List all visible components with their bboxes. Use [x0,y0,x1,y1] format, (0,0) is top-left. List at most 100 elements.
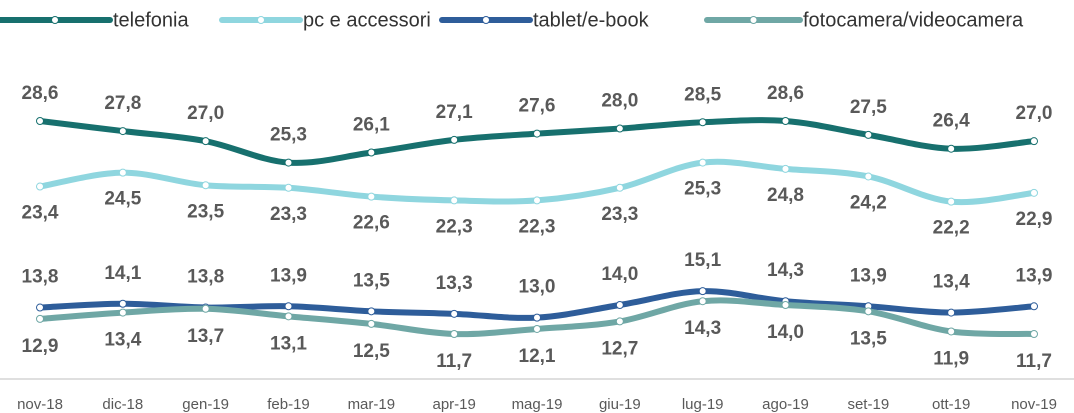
data-label: 14,3 [684,318,721,339]
legend-marker [482,16,490,24]
data-point [450,135,459,144]
data-point [1030,302,1038,311]
x-tick-label: set-19 [847,396,889,413]
data-label: 13,9 [1016,265,1053,286]
data-label: 28,0 [601,91,638,112]
data-label: 26,4 [933,111,970,132]
data-point [450,330,459,338]
data-point [781,301,790,310]
x-tick-label: giu-19 [599,396,641,413]
data-label: 13,4 [933,272,970,293]
data-point [450,309,459,318]
data-point [367,148,376,157]
legend-marker [749,16,758,24]
legend-marker [257,16,265,24]
series-line [37,117,1037,166]
data-label: 14,1 [104,263,141,284]
data-label: 27,6 [519,96,556,117]
data-label: 24,5 [104,189,141,210]
data-point [864,130,873,139]
x-tick-label: ott-19 [932,396,970,413]
data-point [698,287,707,296]
data-label: 28,6 [767,83,804,104]
data-point [615,183,624,192]
data-label: 13,9 [270,265,307,286]
data-point [533,129,541,138]
data-point [947,308,956,317]
data-label: 12,5 [353,341,390,362]
data-point [615,124,624,133]
x-tick-label: feb-19 [267,396,310,413]
data-point [698,118,707,127]
data-point [947,144,956,153]
data-label: 12,9 [22,336,59,357]
data-point [367,319,376,328]
data-point [367,307,376,316]
x-tick-label: lug-19 [682,396,724,413]
data-point [284,158,293,167]
data-point [864,307,873,316]
data-label: 23,3 [601,204,638,225]
data-label: 28,6 [22,83,59,104]
data-label: 13,8 [22,267,59,288]
data-point [698,297,707,306]
data-label: 22,9 [1016,209,1053,230]
data-label: 27,0 [1016,103,1053,124]
data-point [36,182,44,191]
data-label: 26,1 [353,115,390,136]
legend-label: pc e accessori [303,9,431,31]
x-tick-label: apr-19 [432,396,475,413]
data-label: 12,7 [601,338,638,359]
data-label: 13,5 [850,328,887,349]
data-label: 13,9 [850,265,887,286]
data-point [118,308,127,317]
data-point [1030,188,1038,197]
data-point [118,168,127,177]
data-point [284,312,293,321]
data-label: 15,1 [684,250,721,271]
x-tick-label: dic-18 [102,396,143,413]
data-label: 13,5 [353,270,390,291]
x-tick-label: nov-18 [17,396,63,413]
data-label: 13,1 [270,333,307,354]
data-point [201,304,210,313]
data-point [947,327,956,336]
data-label: 22,6 [353,213,390,234]
data-label: 28,5 [684,84,721,105]
data-point [947,197,956,206]
data-point [284,183,293,192]
data-point [533,196,541,205]
legend-marker [51,16,59,24]
data-label: 11,7 [436,351,472,372]
data-label: 25,3 [684,179,721,200]
data-point [36,303,44,312]
x-tick-label: nov-19 [1011,396,1057,413]
data-label: 23,5 [187,201,224,222]
data-label: 27,1 [436,102,473,123]
data-label: 27,5 [850,97,887,118]
data-point [36,117,44,125]
data-label: 23,3 [270,204,307,225]
data-point [781,164,790,173]
data-point [1030,330,1038,338]
data-point [118,299,127,308]
legend-label: fotocamera/videocamera [803,9,1024,31]
data-label: 13,4 [104,330,141,351]
data-point [864,172,873,181]
data-label: 24,2 [850,192,887,213]
data-point [1030,137,1038,146]
data-label: 13,7 [187,326,224,347]
data-point [118,127,127,136]
data-label: 27,0 [187,103,224,124]
data-label: 11,9 [933,348,969,369]
x-tick-label: gen-19 [182,396,229,413]
data-label: 14,3 [767,260,804,281]
data-point [615,317,624,326]
legend-label: telefonia [113,9,189,31]
data-point [36,314,44,323]
data-point [698,158,707,167]
data-label: 11,7 [1016,351,1052,372]
data-label: 22,3 [519,216,556,237]
legend-label: tablet/e-book [533,9,650,31]
